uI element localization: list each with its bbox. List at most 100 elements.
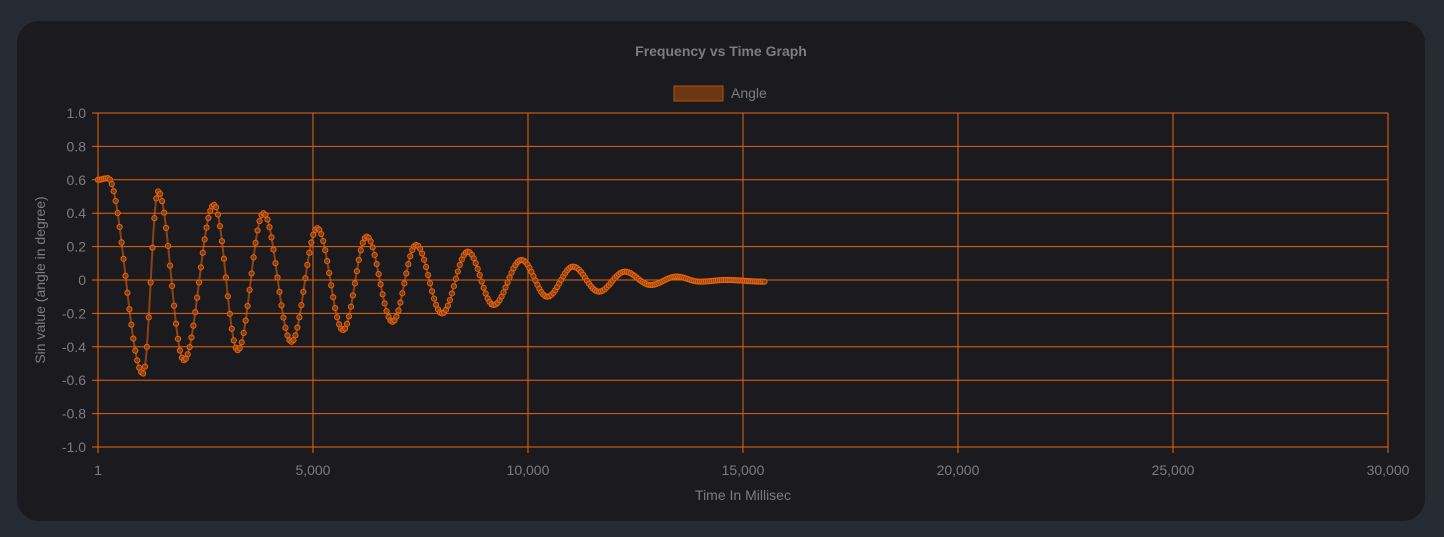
data-point[interactable] bbox=[452, 275, 459, 282]
data-point[interactable] bbox=[318, 230, 325, 238]
data-point[interactable] bbox=[373, 260, 380, 268]
data-point[interactable] bbox=[377, 281, 384, 288]
data-point[interactable] bbox=[401, 280, 408, 287]
data-point[interactable] bbox=[371, 251, 378, 259]
data-point[interactable] bbox=[761, 278, 768, 285]
data-point[interactable] bbox=[450, 283, 457, 290]
data-point[interactable] bbox=[159, 198, 166, 205]
data-point[interactable] bbox=[393, 313, 400, 320]
data-point[interactable] bbox=[216, 223, 224, 230]
data-point[interactable] bbox=[166, 262, 174, 269]
data-point[interactable] bbox=[264, 216, 271, 223]
data-point[interactable] bbox=[147, 279, 154, 286]
data-point[interactable] bbox=[230, 337, 237, 344]
data-point[interactable] bbox=[268, 234, 275, 241]
data-point[interactable] bbox=[446, 296, 454, 304]
data-point[interactable] bbox=[224, 293, 231, 300]
data-point[interactable] bbox=[347, 303, 355, 310]
data-point[interactable] bbox=[128, 321, 135, 328]
data-point[interactable] bbox=[170, 302, 178, 309]
data-point[interactable] bbox=[302, 275, 309, 282]
data-point[interactable] bbox=[222, 274, 229, 281]
data-point[interactable] bbox=[172, 320, 180, 327]
data-point[interactable] bbox=[472, 260, 479, 267]
data-point[interactable] bbox=[502, 284, 509, 291]
data-point[interactable] bbox=[149, 244, 156, 251]
data-point[interactable] bbox=[294, 324, 301, 331]
data-point[interactable] bbox=[254, 227, 261, 234]
data-point[interactable] bbox=[110, 188, 117, 195]
data-point[interactable] bbox=[403, 270, 410, 277]
data-point[interactable] bbox=[474, 265, 481, 272]
data-point[interactable] bbox=[218, 238, 226, 245]
data-point[interactable] bbox=[140, 370, 147, 377]
data-point[interactable] bbox=[444, 302, 452, 309]
data-point[interactable] bbox=[195, 279, 203, 286]
data-point[interactable] bbox=[120, 255, 127, 262]
data-point[interactable] bbox=[176, 347, 184, 354]
data-point[interactable] bbox=[421, 256, 428, 263]
data-point[interactable] bbox=[282, 324, 289, 331]
data-point[interactable] bbox=[454, 268, 461, 275]
data-point[interactable] bbox=[250, 254, 257, 261]
data-point[interactable] bbox=[157, 190, 164, 198]
data-point[interactable] bbox=[163, 224, 170, 232]
data-point[interactable] bbox=[184, 351, 191, 358]
data-point[interactable] bbox=[426, 280, 434, 287]
data-point[interactable] bbox=[197, 264, 204, 271]
data-point[interactable] bbox=[153, 195, 160, 202]
data-point[interactable] bbox=[238, 339, 245, 346]
data-point[interactable] bbox=[320, 237, 327, 245]
data-point[interactable] bbox=[194, 294, 201, 301]
data-point[interactable] bbox=[304, 261, 311, 268]
data-point[interactable] bbox=[214, 211, 222, 218]
data-point[interactable] bbox=[332, 305, 339, 312]
data-point[interactable] bbox=[428, 288, 436, 295]
data-point[interactable] bbox=[174, 335, 182, 343]
data-point[interactable] bbox=[244, 302, 251, 310]
data-point[interactable] bbox=[334, 314, 341, 321]
data-point[interactable] bbox=[424, 271, 432, 279]
data-point[interactable] bbox=[448, 290, 455, 297]
data-point[interactable] bbox=[124, 289, 131, 296]
data-point[interactable] bbox=[274, 274, 281, 281]
data-point[interactable] bbox=[212, 204, 220, 211]
data-point[interactable] bbox=[349, 292, 357, 299]
data-point[interactable] bbox=[478, 278, 485, 285]
data-point[interactable] bbox=[122, 272, 129, 279]
data-point[interactable] bbox=[252, 239, 259, 246]
data-point[interactable] bbox=[108, 180, 115, 188]
data-point[interactable] bbox=[168, 282, 176, 290]
data-point[interactable] bbox=[383, 307, 390, 315]
data-point[interactable] bbox=[328, 282, 335, 289]
data-point[interactable] bbox=[353, 268, 360, 275]
data-point[interactable] bbox=[456, 261, 463, 269]
data-point[interactable] bbox=[276, 288, 283, 295]
data-point[interactable] bbox=[199, 249, 206, 256]
data-point[interactable] bbox=[240, 329, 247, 337]
data-point[interactable] bbox=[246, 286, 253, 294]
data-point[interactable] bbox=[192, 309, 199, 316]
data-point[interactable] bbox=[399, 290, 406, 297]
legend-swatch-angle[interactable] bbox=[673, 85, 724, 102]
data-point[interactable] bbox=[145, 314, 152, 321]
data-point[interactable] bbox=[190, 322, 197, 329]
data-point[interactable] bbox=[164, 242, 172, 250]
data-point[interactable] bbox=[326, 269, 333, 277]
data-point[interactable] bbox=[355, 256, 362, 264]
data-point[interactable] bbox=[236, 345, 243, 352]
data-point[interactable] bbox=[114, 209, 121, 217]
data-point[interactable] bbox=[151, 215, 158, 222]
data-point[interactable] bbox=[476, 272, 483, 279]
data-point[interactable] bbox=[357, 247, 364, 254]
data-point[interactable] bbox=[405, 261, 412, 268]
data-point[interactable] bbox=[280, 314, 287, 321]
data-point[interactable] bbox=[308, 239, 315, 246]
data-point[interactable] bbox=[161, 209, 168, 216]
data-point[interactable] bbox=[220, 255, 228, 262]
data-point[interactable] bbox=[480, 284, 487, 291]
data-point[interactable] bbox=[369, 244, 376, 251]
data-point[interactable] bbox=[330, 294, 337, 301]
data-point[interactable] bbox=[141, 363, 149, 370]
data-point[interactable] bbox=[205, 214, 212, 222]
